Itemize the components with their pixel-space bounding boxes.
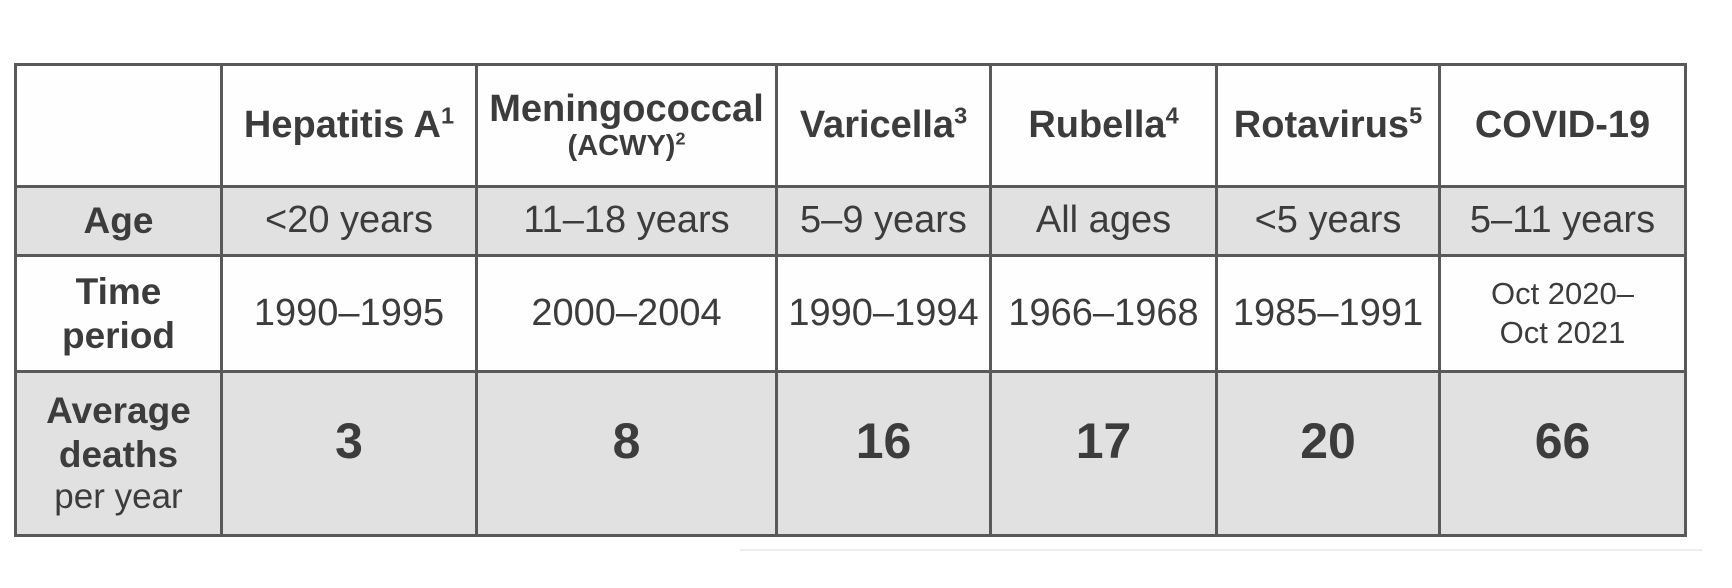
deaths-value: 20 xyxy=(1300,412,1356,469)
deaths-cell-rotavirus: 20 xyxy=(1215,370,1441,537)
time-cell-varicella: 1990–1994 xyxy=(775,254,992,373)
age-cell-rotavirus: <5 years xyxy=(1215,185,1441,257)
time-cell-meningococcal: 2000–2004 xyxy=(475,254,778,373)
deaths-cell-varicella: 16 xyxy=(775,370,992,537)
footnote-superscript: 4 xyxy=(1165,102,1179,129)
row-label-average-deaths-bold: Average deaths xyxy=(46,389,191,475)
vaccine-deaths-table-wrap: Hepatitis A1 Meningococcal (ACWY)2 Varic… xyxy=(14,63,1687,537)
header-row: Hepatitis A1 Meningococcal (ACWY)2 Varic… xyxy=(14,63,1687,188)
age-cell-meningococcal: 11–18 years xyxy=(475,185,778,257)
header-sublabel: (ACWY) xyxy=(567,130,676,163)
header-cell-meningococcal: Meningococcal (ACWY)2 xyxy=(475,63,778,188)
row-label-average-deaths: Average deaths per year xyxy=(14,370,223,537)
age-row: Age <20 years 11–18 years 5–9 years All … xyxy=(14,185,1687,257)
footnote-superscript: 1 xyxy=(440,102,455,129)
divider xyxy=(740,549,1702,551)
deaths-cell-rubella: 17 xyxy=(989,370,1218,537)
time-cell-hepatitis-a: 1990–1995 xyxy=(220,254,478,373)
vaccine-deaths-table: Hepatitis A1 Meningococcal (ACWY)2 Varic… xyxy=(14,63,1687,537)
header-cell-varicella: Varicella3 xyxy=(775,63,992,188)
header-cell-covid-19: COVID-19 xyxy=(1438,63,1687,188)
deaths-value: 17 xyxy=(1075,412,1132,469)
deaths-value: 3 xyxy=(335,412,363,469)
deaths-cell-meningococcal: 8 xyxy=(475,370,778,537)
age-cell-varicella: 5–9 years xyxy=(775,185,992,257)
deaths-value: 66 xyxy=(1534,412,1591,469)
header-label: Rubella xyxy=(1028,104,1166,147)
average-deaths-row: Average deaths per year 3 8 16 17 20 66 xyxy=(14,370,1687,537)
age-cell-covid-19: 5–11 years xyxy=(1438,185,1687,257)
footnote-superscript: 2 xyxy=(675,128,686,149)
row-label-time-period: Time period xyxy=(14,254,223,373)
time-period-row: Time period 1990–1995 2000–2004 1990–199… xyxy=(14,254,1687,373)
header-cell-rotavirus: Rotavirus5 xyxy=(1215,63,1441,188)
time-cell-covid-19: Oct 2020– Oct 2021 xyxy=(1438,254,1687,373)
time-cell-rubella: 1966–1968 xyxy=(989,254,1218,373)
deaths-cell-covid-19: 66 xyxy=(1438,370,1687,537)
header-cell-hepatitis-a: Hepatitis A1 xyxy=(220,63,478,188)
header-label: COVID-19 xyxy=(1474,104,1651,147)
footnote-superscript: 5 xyxy=(1409,102,1423,129)
header-label: Rotavirus xyxy=(1233,104,1410,147)
age-cell-hepatitis-a: <20 years xyxy=(220,185,478,257)
footnote-superscript: 3 xyxy=(954,102,968,129)
row-label-per-year: per year xyxy=(54,477,183,517)
time-cell-rotavirus: 1985–1991 xyxy=(1215,254,1441,373)
header-label: Hepatitis A xyxy=(243,104,441,147)
header-cell-rubella: Rubella4 xyxy=(989,63,1218,188)
header-label: Meningococcal xyxy=(489,87,764,130)
row-label-age: Age xyxy=(14,185,223,257)
deaths-value: 16 xyxy=(855,412,912,469)
deaths-cell-hepatitis-a: 3 xyxy=(220,370,478,537)
age-cell-rubella: All ages xyxy=(989,185,1218,257)
header-label: Varicella xyxy=(799,104,955,147)
corner-cell xyxy=(14,63,223,188)
deaths-value: 8 xyxy=(612,412,641,469)
